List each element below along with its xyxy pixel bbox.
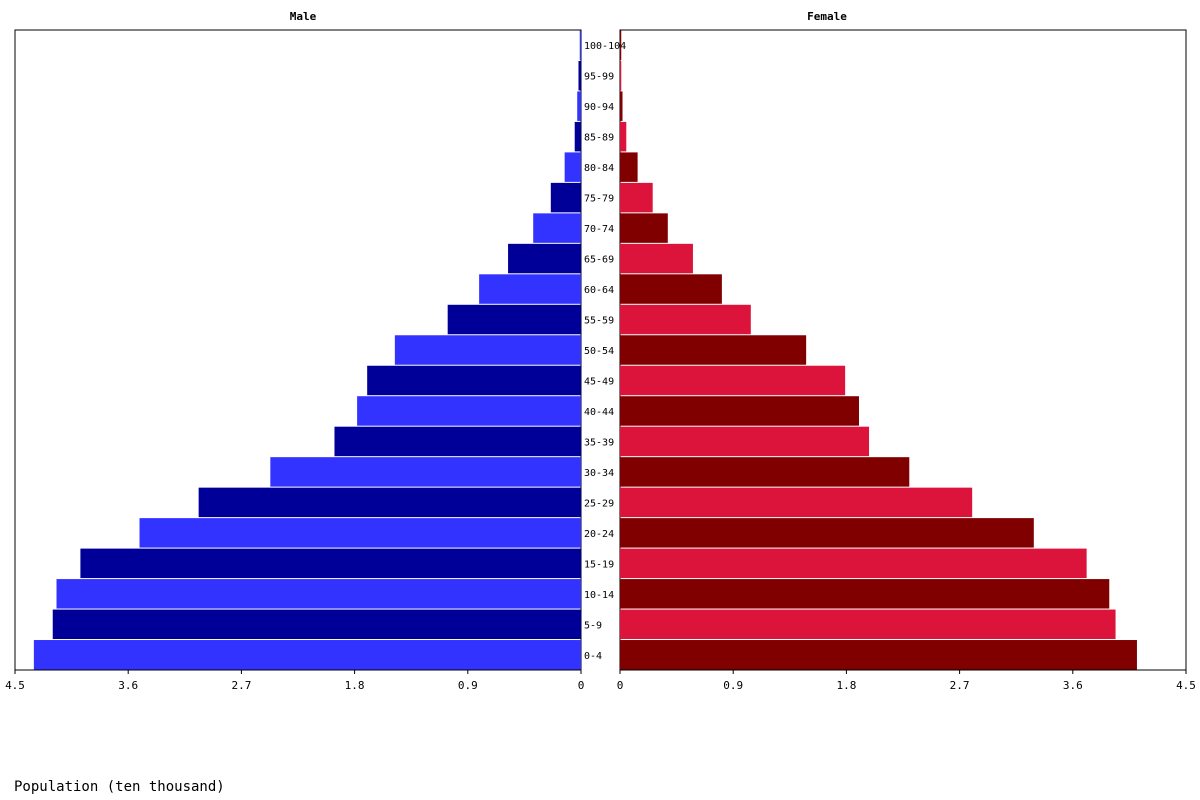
male-panel-title: Male [290, 10, 317, 23]
tick-label: 2.7 [231, 679, 251, 692]
female-bar-100-104 [620, 30, 622, 60]
age-label-0-4: 0-4 [584, 651, 602, 662]
male-bar-75-79 [550, 182, 581, 213]
tick-label: 4.5 [5, 679, 25, 692]
age-label-35-39: 35-39 [584, 437, 614, 448]
age-label-45-49: 45-49 [584, 376, 614, 387]
male-bar-60-64 [479, 274, 581, 304]
male-bar-35-39 [334, 426, 581, 457]
age-label-40-44: 40-44 [584, 407, 614, 418]
female-bar-20-24 [620, 518, 1034, 548]
age-label-10-14: 10-14 [584, 590, 614, 601]
age-label-5-9: 5-9 [584, 620, 602, 631]
female-bar-95-99 [620, 60, 622, 91]
male-bar-85-89 [574, 121, 581, 152]
age-label-90-94: 90-94 [584, 102, 614, 113]
age-label-75-79: 75-79 [584, 194, 614, 205]
female-bar-85-89 [620, 121, 627, 152]
male-bar-55-59 [447, 304, 581, 335]
male-axis-ticks: 4.5 3.6 2.7 1.8 0.9 0 [5, 670, 584, 692]
male-bar-30-34 [270, 457, 581, 487]
age-label-100-104: 100-104 [584, 41, 626, 52]
age-group-labels: 0-4 5-9 10-14 15-19 20-24 25-29 30-34 35-39 40-4… [584, 41, 626, 662]
tick-label: 3.6 [118, 679, 138, 692]
male-bar-50-54 [394, 335, 581, 365]
female-panel-title: Female [807, 10, 847, 23]
age-label-15-19: 15-19 [584, 559, 614, 570]
tick-label: 1.8 [345, 679, 365, 692]
age-label-60-64: 60-64 [584, 285, 614, 296]
age-label-30-34: 30-34 [584, 468, 614, 479]
female-bar-75-79 [620, 182, 653, 213]
age-label-25-29: 25-29 [584, 498, 614, 509]
tick-label: 3.6 [1063, 679, 1083, 692]
female-bar-35-39 [620, 426, 870, 457]
female-bar-45-49 [620, 365, 846, 396]
male-bar-80-84 [564, 152, 581, 182]
male-bar-90-94 [577, 91, 581, 121]
male-bar-25-29 [198, 487, 581, 518]
age-label-70-74: 70-74 [584, 224, 614, 235]
male-bar-65-69 [508, 243, 581, 274]
male-bar-95-99 [578, 60, 581, 91]
female-bar-30-34 [620, 457, 910, 487]
female-bar-5-9 [620, 609, 1116, 640]
female-bar-10-14 [620, 579, 1110, 609]
male-bars [33, 30, 582, 670]
female-bar-65-69 [620, 243, 693, 274]
male-bar-100-104 [579, 30, 581, 60]
male-bar-15-19 [80, 548, 581, 579]
age-label-55-59: 55-59 [584, 316, 614, 327]
age-label-85-89: 85-89 [584, 133, 614, 144]
female-bar-15-19 [620, 548, 1087, 579]
age-label-50-54: 50-54 [584, 346, 614, 357]
female-bar-70-74 [620, 213, 668, 243]
female-bar-90-94 [620, 91, 623, 121]
male-bar-0-4 [33, 640, 582, 670]
tick-label: 0.9 [458, 679, 478, 692]
male-bar-45-49 [367, 365, 581, 396]
male-panel: Male 4.5 3.6 2.7 1.8 0.9 0 [5, 10, 584, 692]
tick-label: 0 [617, 679, 624, 692]
male-bar-40-44 [357, 396, 581, 426]
age-label-20-24: 20-24 [584, 529, 614, 540]
age-label-80-84: 80-84 [584, 163, 614, 174]
female-bars [620, 30, 1137, 670]
female-axis-ticks: 0 0.9 1.8 2.7 3.6 4.5 [617, 670, 1196, 692]
female-bar-0-4 [620, 640, 1137, 670]
female-bar-25-29 [620, 487, 973, 518]
female-bar-60-64 [620, 274, 722, 304]
age-label-65-69: 65-69 [584, 255, 614, 266]
tick-label: 2.7 [950, 679, 970, 692]
tick-label: 4.5 [1176, 679, 1196, 692]
female-bar-50-54 [620, 335, 807, 365]
tick-label: 1.8 [836, 679, 856, 692]
female-panel: Female 0 0.9 1.8 2.7 3.6 4.5 [617, 10, 1196, 692]
tick-label: 0 [578, 679, 585, 692]
female-bar-55-59 [620, 304, 751, 335]
female-bar-40-44 [620, 396, 859, 426]
male-bar-70-74 [533, 213, 581, 243]
male-bar-20-24 [139, 518, 581, 548]
age-label-95-99: 95-99 [584, 72, 614, 83]
male-bar-5-9 [52, 609, 581, 640]
female-bar-80-84 [620, 152, 638, 182]
tick-label: 0.9 [723, 679, 743, 692]
x-axis-title: Population (ten thousand) [14, 779, 225, 795]
male-bar-10-14 [56, 579, 582, 609]
